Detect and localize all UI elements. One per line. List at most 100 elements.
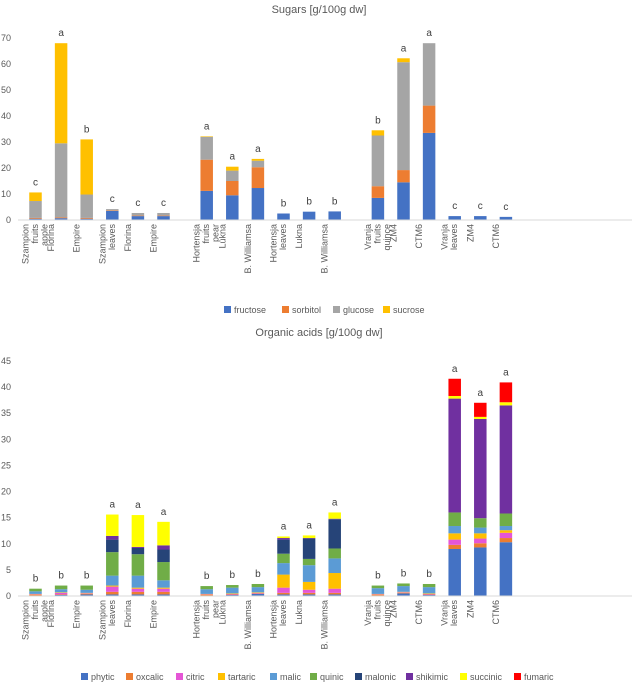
acids-bar-segment-malic bbox=[200, 589, 213, 594]
acids-y-tick-label: 0 bbox=[6, 591, 11, 601]
sugars-category-label-hortensja: Hortensja bbox=[269, 224, 279, 263]
sugars-legend: fructose sorbitol glucose sucrose bbox=[224, 305, 425, 315]
acids-bar-segment-phytic bbox=[80, 594, 93, 596]
acids-bar-segment-quinic bbox=[226, 585, 239, 588]
acids-bar-segment-citric bbox=[200, 594, 213, 595]
acids-bar-segment-tartaric bbox=[251, 592, 265, 593]
legend-entry-malic: malic bbox=[270, 672, 302, 682]
acids-bar-segment-succinic bbox=[448, 395, 461, 399]
legend-label-glucose: glucose bbox=[343, 305, 374, 315]
acids-bar-segment-malic bbox=[157, 580, 170, 588]
sugars-bar-segment-sorbitol bbox=[371, 186, 385, 198]
acids-bar-segment-succinic bbox=[328, 512, 341, 519]
sugars-chart-title: Sugars [g/100g dw] bbox=[272, 4, 367, 16]
sugars-bar-segment-glucose bbox=[397, 62, 410, 171]
acids-category-label-empire: Empire bbox=[149, 600, 159, 629]
acids-bar-segment-malic bbox=[54, 589, 68, 593]
acids-bar-segment-phytic bbox=[277, 594, 290, 596]
acids-bar-segment-malic bbox=[474, 527, 487, 534]
sugars-bar-segment-fructose bbox=[474, 216, 487, 220]
legend-label-malic: malic bbox=[280, 672, 302, 682]
acids-bar-segment-malonic bbox=[302, 538, 316, 559]
acids-category-label-apple: apple bbox=[40, 600, 50, 622]
acids-bar-segment-tartaric bbox=[54, 592, 68, 593]
legend-entry-citric: citric bbox=[176, 672, 205, 682]
acids-bar-segment-phytic bbox=[499, 542, 513, 596]
acids-category-label-fruits: fruits bbox=[201, 600, 211, 620]
sugars-category-label-fruits: fruits bbox=[201, 224, 211, 244]
acids-bar-segment-citric bbox=[251, 592, 265, 594]
legend-swatch-oxcalic bbox=[126, 673, 133, 680]
sugars-category-label-quince: quince bbox=[382, 224, 392, 251]
acids-bar-segment-citric bbox=[54, 592, 68, 595]
sugars-category-label-szampion: Szampion bbox=[97, 224, 107, 264]
acids-bar-segment-tartaric bbox=[29, 593, 42, 595]
acids-category-label-quince: quince bbox=[382, 600, 392, 627]
sugars-bar-segment-sorbitol bbox=[200, 159, 213, 191]
sugars-bar-segment-fructose bbox=[54, 218, 68, 220]
acids-category-label-b-williamsa: B. Williamsa bbox=[243, 600, 253, 650]
acids-bar-segment-phytic bbox=[226, 594, 239, 596]
acids-significance-letter: b bbox=[58, 571, 64, 582]
acids-category-label-zm4: ZM4 bbox=[465, 600, 475, 618]
acids-bar-segment-tartaric bbox=[200, 593, 213, 595]
acids-bar-segment-citric bbox=[448, 539, 461, 545]
acids-bar-segment-malonic bbox=[277, 539, 290, 554]
acids-bar-segment-shikimic bbox=[474, 418, 487, 519]
sugars-bar-segment-sucrose bbox=[226, 166, 239, 171]
legend-entry-malonic: malonic bbox=[355, 672, 397, 682]
acids-significance-letter: b bbox=[230, 570, 236, 581]
acids-legend: phytic oxcalic citric tartaric malic qui… bbox=[81, 672, 554, 682]
acids-significance-letter: b bbox=[33, 574, 39, 585]
legend-swatch-citric bbox=[176, 673, 183, 680]
acids-bar-segment-oxcalic bbox=[157, 591, 170, 595]
acids-bar-segment-shikimic bbox=[157, 545, 170, 550]
acids-bar-segment-malonic bbox=[157, 549, 170, 563]
acids-y-tick-label: 5 bbox=[6, 565, 11, 575]
acids-significance-letter: a bbox=[110, 500, 116, 511]
acids-bar-segment-tartaric bbox=[80, 592, 93, 594]
legend-entry-succinic: succinic bbox=[460, 672, 503, 682]
sugars-significance-letter: c bbox=[135, 198, 140, 209]
sugars-category-label-lukna: Lukna bbox=[294, 224, 304, 249]
sugars-y-tick-label: 10 bbox=[1, 189, 11, 199]
sugars-category-label-vranja: Vranja bbox=[363, 224, 373, 250]
acids-bar-segment-tartaric bbox=[448, 533, 461, 540]
acids-bar-segment-quinic bbox=[54, 585, 68, 590]
acids-bar-segment-oxcalic bbox=[302, 592, 316, 595]
sugars-significance-letter: b bbox=[281, 199, 287, 210]
sugars-category-label-szampion: Szampion bbox=[21, 224, 31, 264]
acids-bar-segment-oxcalic bbox=[371, 594, 385, 596]
acids-bar-segment-phytic bbox=[474, 547, 487, 596]
acids-bar-segment-phytic bbox=[448, 549, 461, 596]
acids-bar-segment-phytic bbox=[131, 594, 145, 596]
legend-label-fructose: fructose bbox=[234, 305, 266, 315]
sugars-bars bbox=[29, 43, 513, 220]
acids-category-label-szampion: Szampion bbox=[21, 600, 31, 640]
acids-y-tick-label: 20 bbox=[1, 487, 11, 497]
sugars-bar-segment-sucrose bbox=[80, 139, 93, 195]
sugars-significance-letter: c bbox=[33, 177, 38, 188]
legend-swatch-malonic bbox=[355, 673, 362, 680]
acids-bar-segment-quinic bbox=[80, 585, 93, 590]
acids-bar-segment-malic bbox=[80, 589, 93, 593]
acids-bar-segment-phytic bbox=[54, 594, 68, 596]
acids-bar-segment-oxcalic bbox=[29, 594, 42, 596]
acids-bar-segment-malic bbox=[448, 526, 461, 534]
acids-bar-segment-citric bbox=[157, 588, 170, 592]
acids-bar-segment-succinic bbox=[131, 515, 145, 547]
acids-bar-segment-quinic bbox=[397, 583, 410, 587]
sugars-category-label-hortensja: Hortensja bbox=[192, 224, 202, 263]
legend-label-citric: citric bbox=[186, 672, 205, 682]
sugars-bar-segment-fructose bbox=[422, 132, 436, 220]
acids-bar-segment-citric bbox=[29, 594, 42, 595]
acids-bar-segment-oxcalic bbox=[277, 592, 290, 595]
acids-bar-segment-tartaric bbox=[277, 574, 290, 588]
acids-bar-segment-malonic bbox=[131, 547, 145, 555]
acids-y-tick-label: 10 bbox=[1, 539, 11, 549]
sugars-category-label-ctm6: CTM6 bbox=[491, 224, 501, 249]
sugars-category-label-florina: Florina bbox=[123, 224, 133, 252]
acids-bar-segment-citric bbox=[277, 587, 290, 593]
sugars-category-label-apple: apple bbox=[40, 224, 50, 246]
acids-bar-segment-citric bbox=[328, 588, 341, 593]
